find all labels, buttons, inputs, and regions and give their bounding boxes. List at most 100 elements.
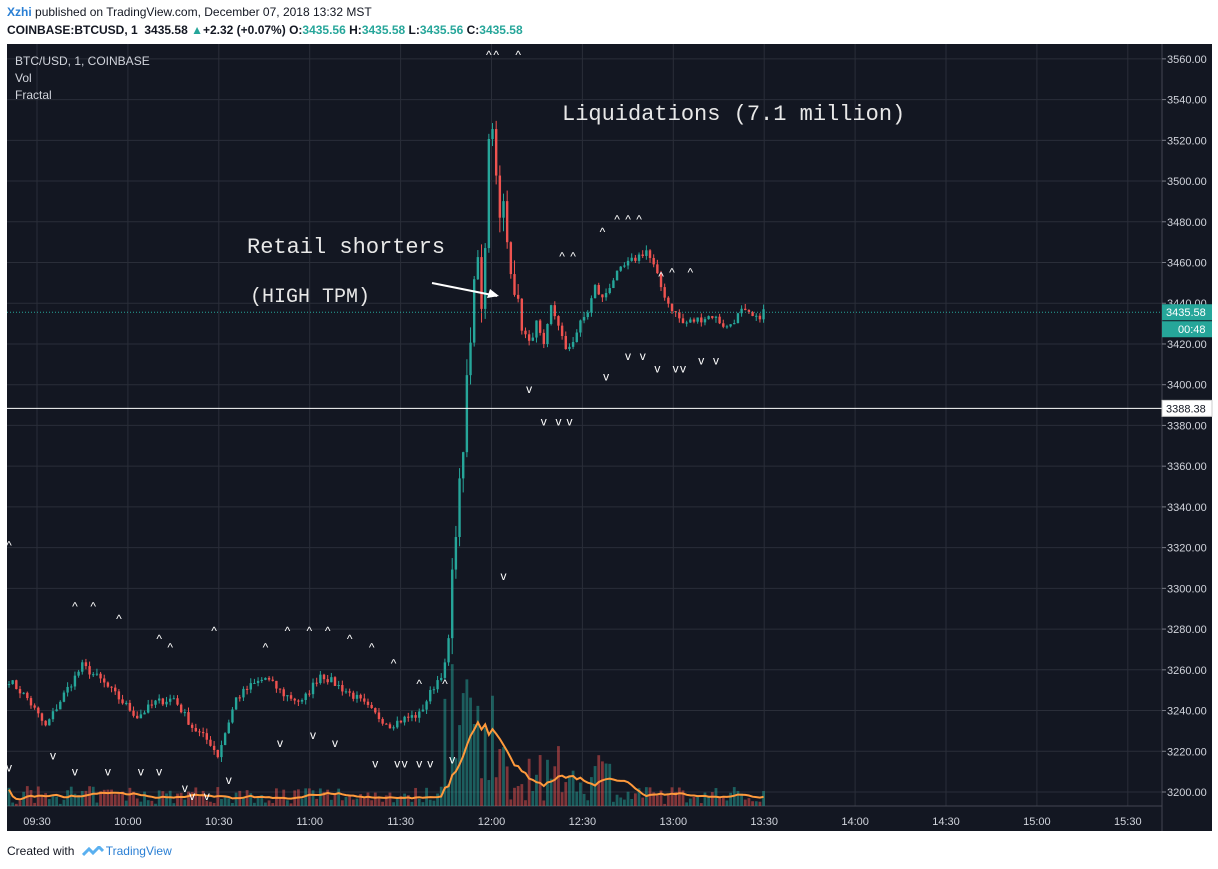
y-tick-label: 3540.00: [1167, 95, 1207, 107]
candle-body: [385, 723, 388, 725]
candle-body: [755, 315, 758, 317]
candle-body: [454, 537, 458, 570]
candle-body: [370, 704, 373, 709]
time-axis[interactable]: [7, 806, 1162, 831]
candle-body: [165, 701, 168, 705]
volume-bar: [388, 792, 392, 806]
reference-tag: [1161, 399, 1213, 417]
candle-body: [341, 685, 344, 692]
x-tick-label: 15:30: [1114, 816, 1142, 828]
candle-body: [95, 673, 99, 675]
candle-body: [597, 285, 600, 295]
publish-line: Xzhi published on TradingView.com, Decem…: [7, 5, 372, 19]
candle-body: [421, 709, 425, 712]
y-tick-label: 3480.00: [1167, 217, 1207, 229]
y-tick-label: 3560.00: [1167, 54, 1207, 66]
volume-bar: [33, 802, 37, 806]
fractal-up-icon: ^: [486, 48, 492, 62]
candle-body: [344, 691, 348, 693]
candle-body: [670, 303, 674, 312]
symbol-label: COINBASE:BTCUSD, 1: [7, 23, 138, 37]
volume-bar: [692, 796, 696, 806]
high-value: 3435.58: [361, 23, 406, 37]
annotation-retail-shorters[interactable]: Retail shorters: [247, 235, 445, 260]
fractal-up-icon: ^: [493, 48, 499, 62]
annotation-arrow[interactable]: [431, 282, 498, 297]
candle-body: [201, 732, 205, 734]
volume-bar: [663, 803, 667, 806]
candle-body: [84, 662, 88, 667]
candle-body: [571, 342, 575, 347]
candle-body: [319, 674, 322, 684]
candle-body: [674, 311, 677, 313]
volume-bar: [7, 787, 11, 806]
candle-body: [483, 248, 487, 309]
volume-bar: [14, 803, 18, 806]
fractal-down-icon: v: [50, 748, 56, 762]
candle-body: [667, 297, 670, 304]
candle-body: [513, 274, 516, 295]
volume-bar: [91, 786, 95, 806]
candle-body: [473, 279, 476, 343]
volume-bar: [608, 763, 612, 806]
volume-bar: [377, 796, 381, 806]
legend-fractal[interactable]: Fractal: [15, 88, 52, 102]
fractal-up-icon: ^: [559, 249, 565, 263]
annotation-high-tpm[interactable]: (HIGH TPM): [250, 286, 370, 309]
legend-vol[interactable]: Vol: [15, 71, 32, 85]
candle-body: [293, 698, 296, 701]
fractal-down-icon: v: [402, 756, 408, 770]
candle-body: [59, 701, 62, 710]
volume-bar: [311, 790, 315, 806]
fractal-down-icon: v: [654, 361, 660, 375]
volume-bar: [736, 790, 740, 806]
volume-bar: [743, 799, 747, 806]
volume-bar: [762, 790, 765, 806]
candle-body: [308, 693, 311, 695]
x-tick-label: 14:00: [841, 816, 869, 828]
legend-series[interactable]: BTC/USD, 1, COINBASE: [15, 54, 150, 68]
candle-body: [604, 293, 608, 298]
chart-legend: BTC/USD, 1, COINBASE Vol Fractal: [15, 54, 150, 102]
volume-bar: [234, 792, 238, 806]
volume-bar: [88, 786, 91, 806]
volume-bar: [454, 758, 458, 806]
volume-bar: [44, 793, 48, 806]
volume-bar: [443, 698, 447, 806]
candle-body: [157, 698, 161, 701]
candle-body: [538, 320, 542, 333]
fractal-down-icon: v: [226, 773, 232, 787]
volume-bar: [176, 793, 179, 806]
volume-bar: [304, 788, 308, 806]
author-name[interactable]: Xzhi: [7, 5, 32, 19]
candle-body: [586, 312, 589, 318]
volume-bar: [256, 796, 260, 806]
price-axis[interactable]: [1162, 44, 1212, 806]
candle-body: [249, 683, 252, 690]
volume-bar: [670, 787, 674, 806]
candle-body: [634, 257, 637, 261]
chart-header: Xzhi published on TradingView.com, Decem…: [0, 0, 1218, 44]
volume-bar: [611, 801, 615, 806]
volume-bar: [622, 799, 626, 806]
candle-body: [527, 334, 531, 341]
volume-bar: [209, 801, 212, 806]
volume-bar: [403, 793, 407, 806]
candle-body: [396, 720, 399, 728]
candle-body: [637, 254, 641, 261]
volume-bar: [590, 777, 593, 806]
candle-body: [66, 686, 69, 693]
annotation-liquidations[interactable]: Liquidations (7.1 million): [562, 102, 905, 127]
candle-body: [462, 452, 465, 479]
tradingview-brand[interactable]: TradingView: [105, 844, 172, 858]
volume-bar: [505, 766, 509, 806]
candle-body: [494, 129, 498, 176]
fractal-down-icon: v: [156, 765, 162, 779]
volume-bar: [212, 802, 216, 806]
candle-body: [564, 336, 567, 350]
candle-body: [487, 139, 491, 249]
candle-body: [648, 250, 652, 258]
volume-bar: [502, 747, 505, 806]
candle-body: [271, 679, 274, 681]
